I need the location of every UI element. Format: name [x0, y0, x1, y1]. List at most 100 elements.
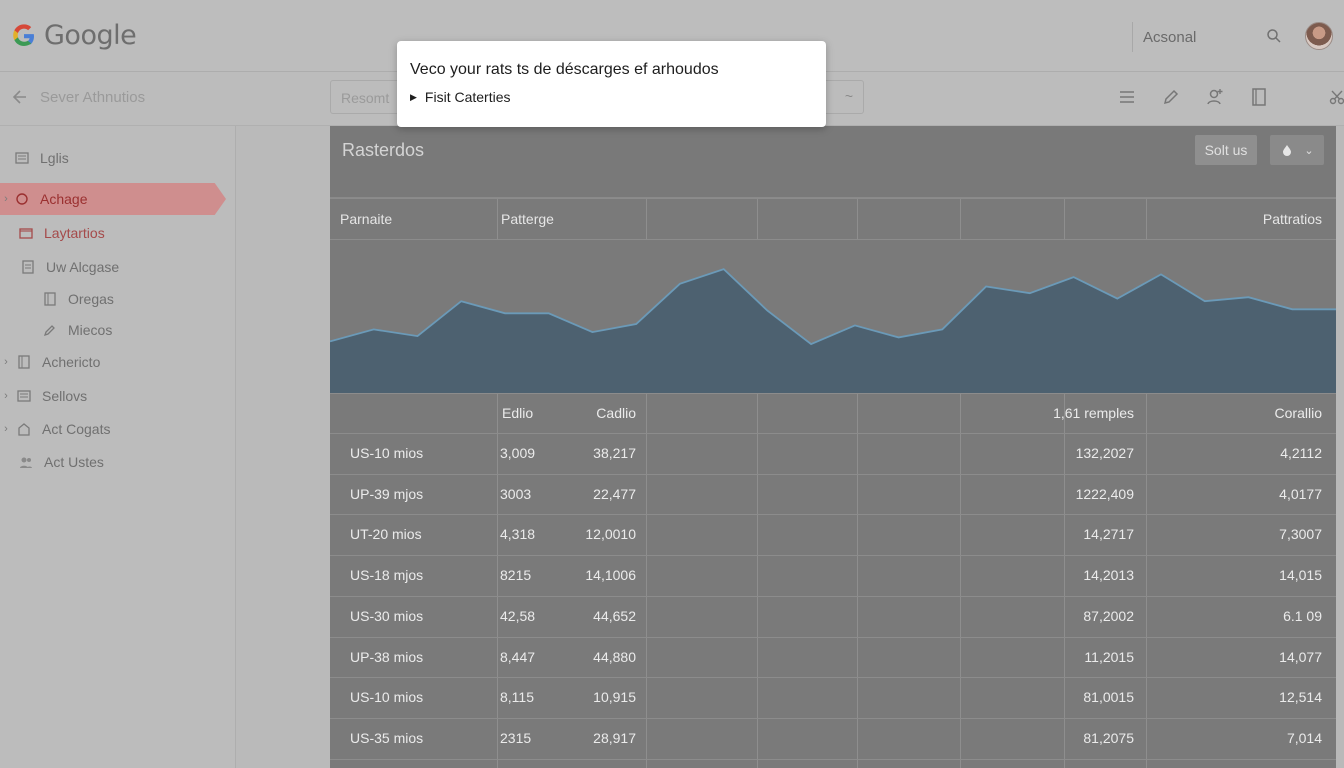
edit-icon[interactable]: [1160, 86, 1182, 108]
home-icon: [16, 421, 32, 437]
search-icon[interactable]: [1266, 28, 1282, 44]
table-cell-d: 12,514: [1279, 689, 1322, 706]
series-line: [330, 268, 1336, 346]
table-row[interactable]: UP-39 mjos 3003 22,477 1222,409 4,0177: [330, 474, 1336, 514]
logo-text: Google: [44, 20, 137, 51]
sidebar-item-label: Achericto: [42, 354, 101, 370]
grid-line: [330, 555, 1336, 557]
grid-line: [757, 393, 758, 768]
grid-line: [1064, 393, 1065, 768]
scissors-icon[interactable]: [1326, 86, 1344, 108]
table-cell-name: UP-39 mjos: [350, 485, 424, 502]
table-cell-b: 14,1006: [585, 567, 636, 584]
chevron-right-icon: ›: [4, 356, 8, 368]
table-cell-c: 81,0015: [1083, 689, 1134, 706]
table-cell-a: 42,58: [500, 607, 536, 624]
area-chart: [330, 239, 1336, 393]
sort-button[interactable]: Solt us: [1195, 135, 1257, 165]
table-cell-b: 44,880: [593, 648, 636, 665]
menu-icon[interactable]: [1116, 86, 1138, 108]
grid-line: [330, 677, 1336, 679]
chevron-right-icon: ›: [4, 390, 8, 402]
options-button[interactable]: ⌄: [1270, 135, 1324, 165]
column-header-corallio[interactable]: Corallio: [1274, 405, 1322, 421]
sidebar-item-act-ustes[interactable]: Act Ustes: [0, 446, 236, 478]
grid-line: [330, 433, 1336, 434]
grid-line: [857, 393, 858, 768]
sidebar-item-act-cogats[interactable]: › Act Cogats: [0, 413, 236, 445]
list-icon: [14, 150, 30, 166]
page-icon: [42, 291, 58, 307]
doc-icon: [20, 259, 36, 275]
info-popup[interactable]: Veco your rats ts de déscarges ef arhoud…: [397, 41, 826, 127]
grid-line: [330, 393, 1336, 394]
table-cell-a: 8,447: [500, 648, 536, 665]
table-cell-a: 8,115: [500, 689, 534, 706]
caret-right-icon: ▶: [410, 91, 417, 102]
search-input[interactable]: Acsonal: [1143, 28, 1197, 46]
table-cell-a: 2315: [500, 729, 532, 746]
sidebar-item-lglis[interactable]: Lglis: [0, 142, 236, 174]
main-panel: Rasterdos Solt us ⌄ Parnaite Patterge Pa…: [330, 126, 1336, 768]
table-cell-d: 14,077: [1279, 648, 1322, 665]
table-cell-d: 7,3007: [1279, 526, 1322, 543]
table-row[interactable]: US-10 mios 8,115 10,915 81,0015 12,514: [330, 677, 1336, 717]
grid-line: [330, 636, 1336, 638]
sidebar-item-label: Oregas: [68, 291, 114, 307]
grid-line: [330, 758, 1336, 760]
document-icon[interactable]: [1248, 86, 1270, 108]
grid-line: [497, 393, 498, 768]
table-cell-c: 87,2002: [1083, 607, 1134, 624]
grid-line: [1146, 393, 1147, 768]
table-row[interactable]: US-18 mjos 8215 14,1006 14,2013 14,015: [330, 555, 1336, 595]
sidebar-item-achage[interactable]: › Achage: [0, 183, 226, 215]
column-header-remples[interactable]: 1,61 remples: [1053, 405, 1134, 421]
sidebar-item-achericto[interactable]: › Achericto: [0, 346, 236, 378]
toolbar: [1116, 86, 1344, 108]
column-header-cadlio[interactable]: Cadlio: [596, 405, 636, 421]
back-arrow-icon[interactable]: [10, 88, 28, 106]
sidebar-item-label: Achage: [40, 191, 88, 207]
table-cell-b: 38,217: [593, 445, 636, 461]
column-header-edlio[interactable]: Edlio: [502, 405, 534, 421]
sidebar-item-miecos[interactable]: Miecos: [0, 314, 236, 346]
folder-icon: [18, 225, 34, 241]
table-row[interactable]: UT-20 mios 4,318 12,0010 14,2717 7,3007: [330, 514, 1336, 554]
table-cell-name: US-35 mios: [350, 729, 424, 746]
sidebar-item-label: Lglis: [40, 150, 69, 166]
table-cell-a: 3003: [500, 485, 532, 502]
google-g-icon: [13, 23, 34, 46]
spacer-column: [236, 126, 330, 768]
sidebar-item-uw-alcgase[interactable]: Uw Alcgase: [0, 251, 236, 283]
back-link[interactable]: Sever Athnutios: [10, 88, 145, 106]
add-user-icon[interactable]: [1204, 86, 1226, 108]
grid-line: [330, 514, 1336, 516]
table-cell-b: 28,917: [593, 729, 636, 746]
table-cell-name: US-18 mjos: [350, 567, 424, 584]
avatar[interactable]: [1305, 22, 1333, 50]
table-cell-a: 4,318: [500, 526, 536, 543]
area-series: [330, 269, 1336, 393]
google-logo[interactable]: Google: [10, 20, 137, 51]
table-row[interactable]: US-10 mios 3,009 38,217 132,2027 4,2112: [330, 433, 1336, 473]
chevron-down-icon: ⌄: [1304, 144, 1314, 157]
grid-line: [960, 393, 961, 768]
table-row[interactable]: US-30 mios 42,58 44,652 87,2002 6.1 09: [330, 596, 1336, 636]
sidebar-item-laytartios[interactable]: Laytartios: [0, 217, 236, 249]
table-row[interactable]: US-35 mios 2315 28,917 81,2075 7,014: [330, 718, 1336, 758]
list-icon: [16, 388, 32, 404]
grid-line: [757, 199, 758, 239]
circle-icon: [14, 191, 30, 207]
chevron-right-icon: ›: [4, 423, 8, 435]
column-header-pattratios[interactable]: Pattratios: [1262, 211, 1322, 227]
sidebar-item-sellovs[interactable]: › Sellovs: [0, 380, 236, 412]
popup-item[interactable]: ▶ Fisit Caterties: [410, 89, 511, 105]
sidebar-item-oregas[interactable]: Oregas: [0, 283, 236, 315]
grid-line: [497, 199, 498, 239]
search-box[interactable]: Acsonal: [1132, 22, 1292, 52]
table-cell-b: 10,915: [593, 689, 636, 706]
table-row[interactable]: UP-38 mios 8,447 44,880 11,2015 14,077: [330, 637, 1336, 677]
column-header-parnaite[interactable]: Parnaite: [340, 211, 393, 227]
table-cell-d: 4,2112: [1280, 445, 1322, 461]
column-header-patterge[interactable]: Patterge: [501, 211, 554, 227]
